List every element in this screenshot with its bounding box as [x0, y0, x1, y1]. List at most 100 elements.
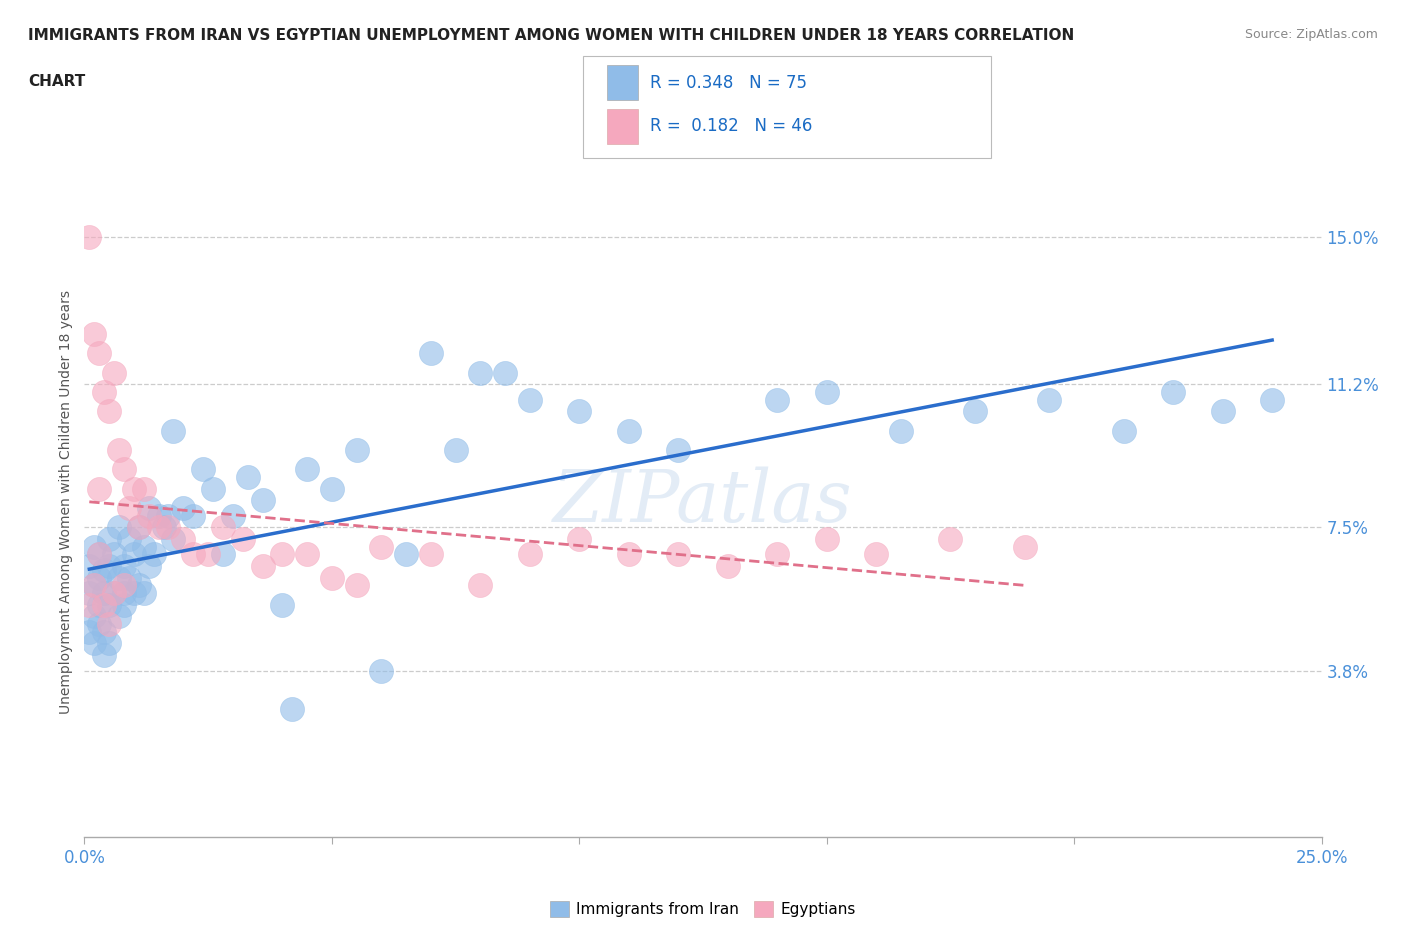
Text: Source: ZipAtlas.com: Source: ZipAtlas.com	[1244, 28, 1378, 41]
Point	[83, 539, 105, 554]
Point	[98, 404, 121, 418]
Point	[112, 559, 135, 574]
Point	[162, 423, 184, 438]
Point	[93, 563, 115, 578]
Y-axis label: Unemployment Among Women with Children Under 18 years: Unemployment Among Women with Children U…	[59, 290, 73, 714]
Point	[568, 532, 591, 547]
Point	[157, 520, 180, 535]
Point	[83, 609, 105, 624]
Point	[89, 617, 111, 631]
Point	[93, 384, 115, 399]
Point	[103, 586, 125, 601]
Point	[815, 384, 838, 399]
Point	[122, 586, 145, 601]
Point	[103, 365, 125, 380]
Point	[370, 539, 392, 554]
Point	[470, 578, 492, 592]
Point	[89, 597, 111, 612]
Point	[79, 559, 101, 574]
Point	[108, 520, 131, 535]
Point	[83, 326, 105, 341]
Point	[89, 481, 111, 496]
Point	[252, 493, 274, 508]
Point	[112, 597, 135, 612]
Point	[519, 547, 541, 562]
Text: CHART: CHART	[28, 74, 86, 89]
Point	[112, 462, 135, 477]
Point	[152, 520, 174, 535]
Point	[93, 586, 115, 601]
Point	[181, 509, 204, 524]
Point	[1112, 423, 1135, 438]
Point	[717, 559, 740, 574]
Legend: Immigrants from Iran, Egyptians: Immigrants from Iran, Egyptians	[544, 895, 862, 923]
Point	[79, 624, 101, 639]
Text: R = 0.348   N = 75: R = 0.348 N = 75	[650, 73, 807, 92]
Point	[212, 520, 235, 535]
Point	[112, 578, 135, 592]
Point	[103, 547, 125, 562]
Text: ZIPatlas: ZIPatlas	[553, 467, 853, 538]
Point	[202, 481, 225, 496]
Text: R =  0.182   N = 46: R = 0.182 N = 46	[650, 117, 811, 136]
Point	[103, 586, 125, 601]
Point	[118, 500, 141, 515]
Point	[395, 547, 418, 562]
Point	[939, 532, 962, 547]
Point	[419, 547, 441, 562]
Point	[281, 702, 304, 717]
Point	[122, 481, 145, 496]
Point	[222, 509, 245, 524]
Point	[346, 443, 368, 458]
Point	[236, 470, 259, 485]
Point	[138, 500, 160, 515]
Point	[172, 532, 194, 547]
Point	[89, 547, 111, 562]
Point	[419, 346, 441, 361]
Point	[965, 404, 987, 418]
Point	[93, 624, 115, 639]
Point	[79, 586, 101, 601]
Point	[370, 663, 392, 678]
Point	[815, 532, 838, 547]
Point	[271, 597, 294, 612]
Point	[666, 547, 689, 562]
Point	[83, 578, 105, 592]
Point	[132, 481, 155, 496]
Point	[128, 578, 150, 592]
Point	[766, 547, 789, 562]
Point	[132, 586, 155, 601]
Point	[83, 578, 105, 592]
Point	[93, 597, 115, 612]
Point	[118, 532, 141, 547]
Point	[252, 559, 274, 574]
Point	[98, 617, 121, 631]
Point	[321, 481, 343, 496]
Point	[212, 547, 235, 562]
Point	[108, 443, 131, 458]
Point	[98, 636, 121, 651]
Point	[148, 520, 170, 535]
Point	[1261, 392, 1284, 407]
Point	[494, 365, 516, 380]
Point	[346, 578, 368, 592]
Point	[157, 509, 180, 524]
Point	[98, 559, 121, 574]
Point	[890, 423, 912, 438]
Point	[271, 547, 294, 562]
Point	[89, 570, 111, 585]
Point	[865, 547, 887, 562]
Point	[444, 443, 467, 458]
Point	[118, 570, 141, 585]
Point	[108, 609, 131, 624]
Point	[98, 532, 121, 547]
Point	[197, 547, 219, 562]
Point	[295, 547, 318, 562]
Point	[568, 404, 591, 418]
Point	[89, 346, 111, 361]
Point	[172, 500, 194, 515]
Point	[470, 365, 492, 380]
Text: IMMIGRANTS FROM IRAN VS EGYPTIAN UNEMPLOYMENT AMONG WOMEN WITH CHILDREN UNDER 18: IMMIGRANTS FROM IRAN VS EGYPTIAN UNEMPLO…	[28, 28, 1074, 43]
Point	[138, 559, 160, 574]
Point	[122, 547, 145, 562]
